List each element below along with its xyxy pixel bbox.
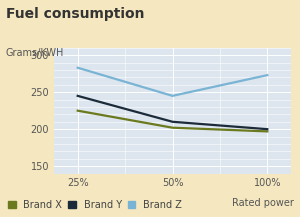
Text: Rated power: Rated power bbox=[232, 198, 294, 208]
Legend: Brand X, Brand Y, Brand Z: Brand X, Brand Y, Brand Z bbox=[8, 200, 182, 210]
Text: Fuel consumption: Fuel consumption bbox=[6, 7, 145, 21]
Text: Grams/KWH: Grams/KWH bbox=[6, 48, 64, 58]
